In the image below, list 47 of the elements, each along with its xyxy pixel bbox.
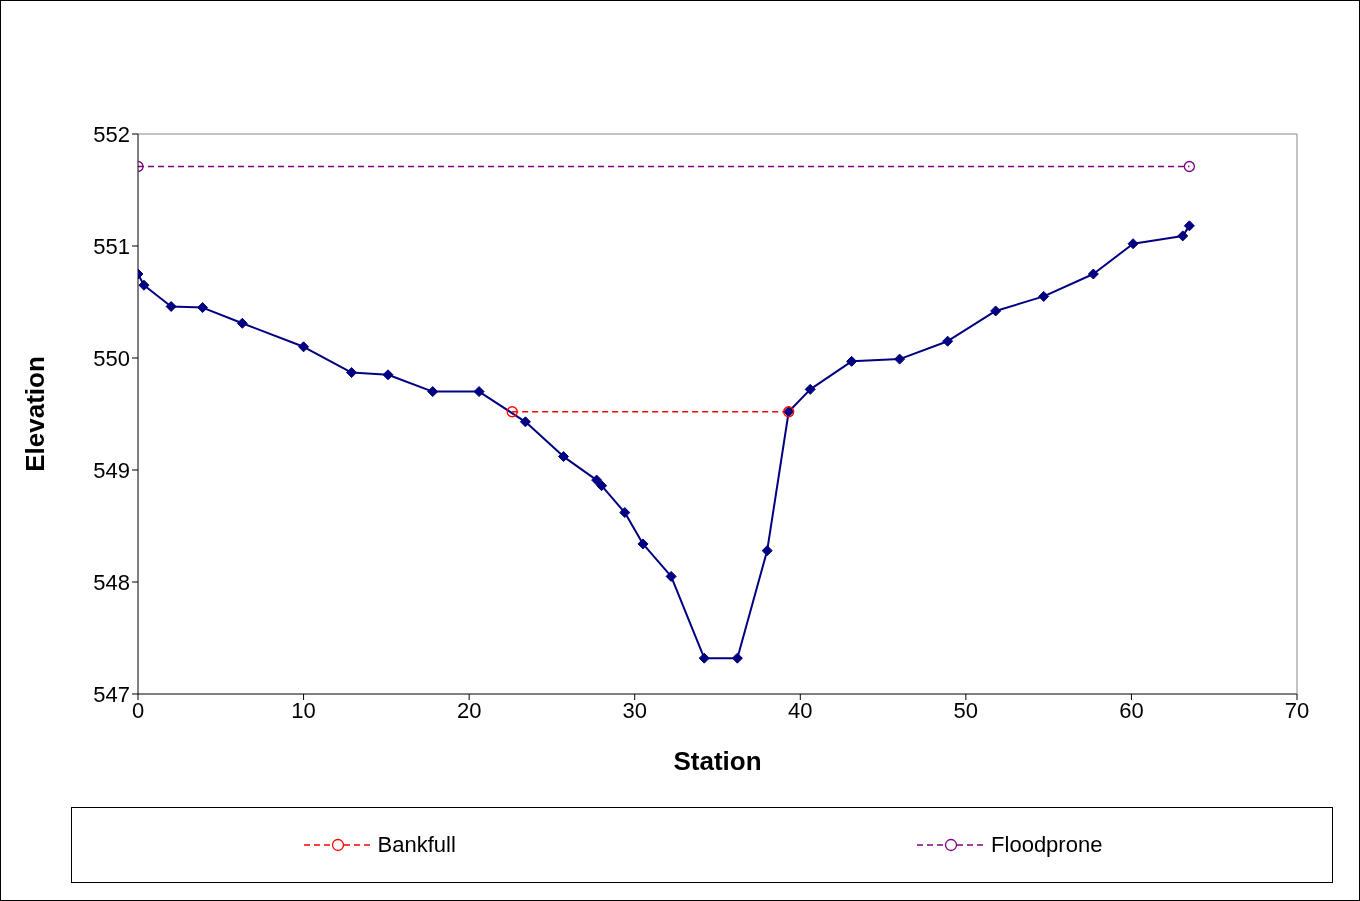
x-tick-label: 50 (953, 697, 979, 723)
point (346, 367, 358, 379)
x-tick-label: 10 (291, 697, 316, 723)
point (637, 538, 649, 550)
point (473, 386, 485, 398)
point (591, 474, 603, 486)
point (197, 302, 209, 314)
x-tick-label: 40 (788, 697, 813, 723)
point (558, 451, 570, 463)
legend-label: Floodprone (991, 832, 1103, 858)
point (165, 300, 177, 312)
point (298, 341, 310, 353)
x-tick-label: 70 (1284, 697, 1310, 723)
point (138, 279, 150, 291)
point (1127, 238, 1139, 250)
point (1087, 268, 1099, 280)
y-tick-label: 549 (93, 457, 130, 483)
point (1038, 290, 1050, 302)
x-axis-title: Station (673, 746, 762, 777)
point (698, 652, 710, 664)
point (506, 406, 518, 418)
point (427, 386, 439, 398)
point (990, 305, 1002, 317)
y-tick-label: 552 (93, 121, 130, 147)
x-tick-label: 30 (622, 697, 647, 723)
y-tick-label: 548 (93, 569, 130, 595)
point (236, 317, 248, 329)
y-tick-label: 550 (93, 345, 130, 371)
point (1183, 220, 1195, 232)
point (894, 353, 906, 365)
point (382, 369, 394, 381)
point (761, 545, 773, 557)
point (942, 335, 954, 347)
point (519, 416, 531, 428)
x-tick-label: 60 (1119, 697, 1144, 723)
legend-label: Bankfull (377, 832, 456, 858)
y-tick-label: 551 (93, 233, 130, 259)
point (1177, 230, 1189, 242)
point (596, 480, 608, 492)
x-tick-label: 20 (456, 697, 482, 723)
y-tick-label: 547 (93, 681, 130, 707)
point (804, 383, 816, 395)
y-axis-title: Elevation (20, 356, 51, 472)
point (731, 652, 743, 664)
point (619, 507, 631, 519)
point (665, 570, 677, 582)
x-tick-label: 0 (131, 697, 145, 723)
